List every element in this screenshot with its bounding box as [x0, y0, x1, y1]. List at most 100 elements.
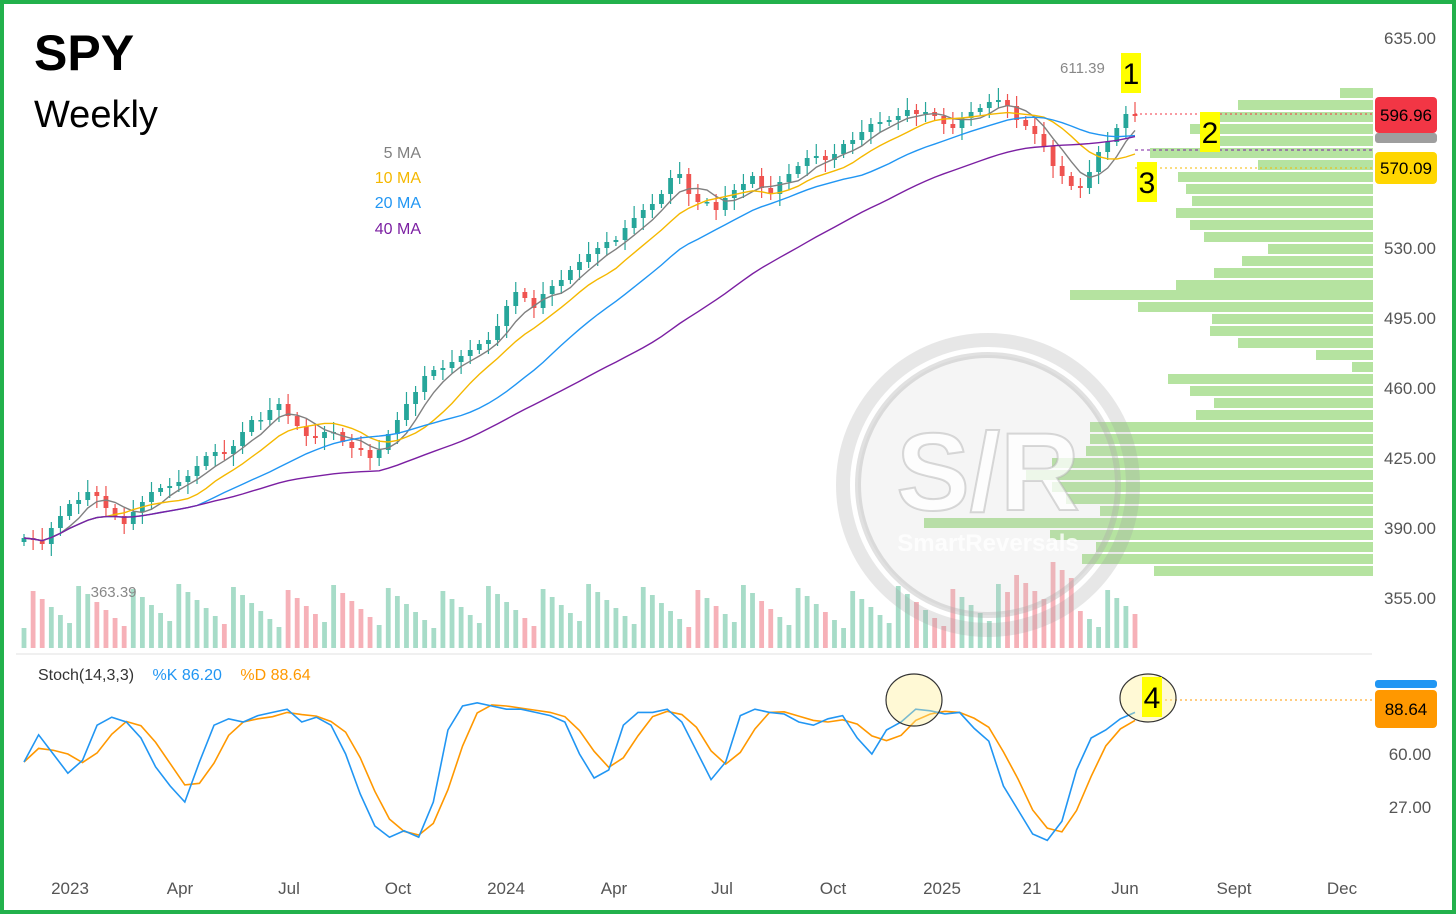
volume-bar — [832, 620, 837, 648]
candle — [149, 492, 154, 502]
candle — [668, 178, 673, 194]
volume-profile-bar — [1168, 374, 1373, 384]
y-tick-label: 495.00 — [1384, 309, 1436, 328]
volume-profile-bar — [1212, 314, 1373, 324]
watermark-brand: SmartReversals — [897, 530, 1078, 557]
volume-profile-bar — [1196, 410, 1373, 420]
candle — [996, 100, 1001, 102]
volume-bar — [759, 601, 765, 648]
volume-profile-bar — [1150, 148, 1373, 158]
volume-profile-bar — [1214, 268, 1373, 278]
candle — [422, 376, 428, 392]
volume-bar — [668, 611, 673, 648]
candle — [285, 404, 291, 416]
candle — [950, 124, 956, 128]
candle — [504, 306, 510, 326]
legend-10ma: 10 MA — [374, 170, 421, 187]
volume-bar — [240, 595, 245, 648]
volume-bar — [249, 603, 255, 648]
candle — [48, 528, 54, 544]
stoch-k-line — [23, 701, 1136, 842]
candle — [322, 432, 327, 438]
volume-profile-bar — [1026, 470, 1373, 480]
volume-bar — [1096, 627, 1101, 648]
osc-name: Stoch(14,3,3) — [38, 667, 135, 684]
volume-bar — [440, 591, 446, 648]
volume-bar — [48, 607, 54, 648]
y-tick-label: 355.00 — [1384, 589, 1436, 608]
volume-bar — [1050, 562, 1056, 648]
ma20-line — [23, 116, 1136, 542]
candle — [176, 482, 182, 486]
volume-profile-bar — [1210, 326, 1373, 336]
candle — [1123, 114, 1129, 128]
volume-bar — [877, 615, 883, 648]
candle — [313, 436, 318, 438]
candle — [495, 326, 500, 340]
annotation-label: 4 — [1144, 682, 1161, 715]
volume-bar — [431, 628, 437, 648]
candle — [841, 144, 846, 154]
candle — [212, 452, 218, 456]
volume-profile-bar — [1190, 220, 1373, 230]
volume-bar — [340, 593, 346, 648]
annotation-badge — [1200, 112, 1220, 152]
candle — [303, 426, 309, 436]
volume-bar — [331, 585, 337, 648]
x-tick-label: Jul — [711, 879, 733, 898]
volume-profile-bar — [1096, 542, 1373, 552]
volume-bar — [130, 589, 136, 648]
volume-bar — [713, 606, 719, 648]
price-badge-text: 596.96 — [1380, 106, 1432, 125]
candle — [367, 450, 373, 458]
candle — [549, 286, 555, 294]
volume-bar — [176, 584, 182, 648]
volume-bar — [267, 619, 273, 648]
volume-profile-bar — [1214, 398, 1373, 408]
candle — [1005, 100, 1010, 106]
candle — [94, 492, 100, 496]
candle — [895, 116, 901, 120]
volume-bar — [394, 596, 400, 648]
volume-profile-bar — [1316, 350, 1373, 360]
candle — [413, 392, 418, 404]
volume-bar — [1041, 599, 1047, 648]
candle — [349, 442, 355, 448]
volume-profile-bar — [1190, 124, 1373, 134]
candle — [1132, 114, 1138, 116]
volume-bar — [1132, 614, 1138, 648]
candle — [167, 486, 173, 488]
volume-profile-bar — [1086, 446, 1373, 456]
volume-bar — [522, 618, 528, 648]
candle — [431, 370, 437, 376]
candle — [659, 194, 664, 204]
volume-bar — [804, 596, 810, 648]
volume-bar — [822, 612, 828, 648]
candle — [577, 262, 582, 270]
x-tick-label: Jul — [278, 879, 300, 898]
legend-20ma: 20 MA — [374, 195, 421, 212]
volume-bar — [39, 599, 45, 648]
volume-bar — [741, 585, 746, 648]
candle — [904, 110, 910, 116]
candle — [986, 102, 992, 108]
candle — [249, 420, 255, 432]
price-badge-gray — [1375, 133, 1437, 143]
volume-bar — [1077, 611, 1083, 648]
volume-bar — [850, 591, 856, 648]
price-label: 611.39 — [1060, 60, 1105, 77]
y-tick-label: 425.00 — [1384, 449, 1436, 468]
volume-profile-bar — [924, 518, 1373, 528]
candle — [194, 466, 200, 476]
ticker-title: SPY — [34, 25, 135, 81]
candle — [686, 174, 692, 194]
volume-bar — [959, 597, 965, 648]
volume-bar — [686, 627, 692, 648]
x-tick-label: Dec — [1327, 879, 1358, 898]
candle — [777, 182, 783, 194]
volume-bar — [1087, 619, 1092, 648]
x-tick-label: Apr — [167, 879, 194, 898]
volume-bar — [167, 621, 173, 648]
candle — [467, 350, 473, 356]
